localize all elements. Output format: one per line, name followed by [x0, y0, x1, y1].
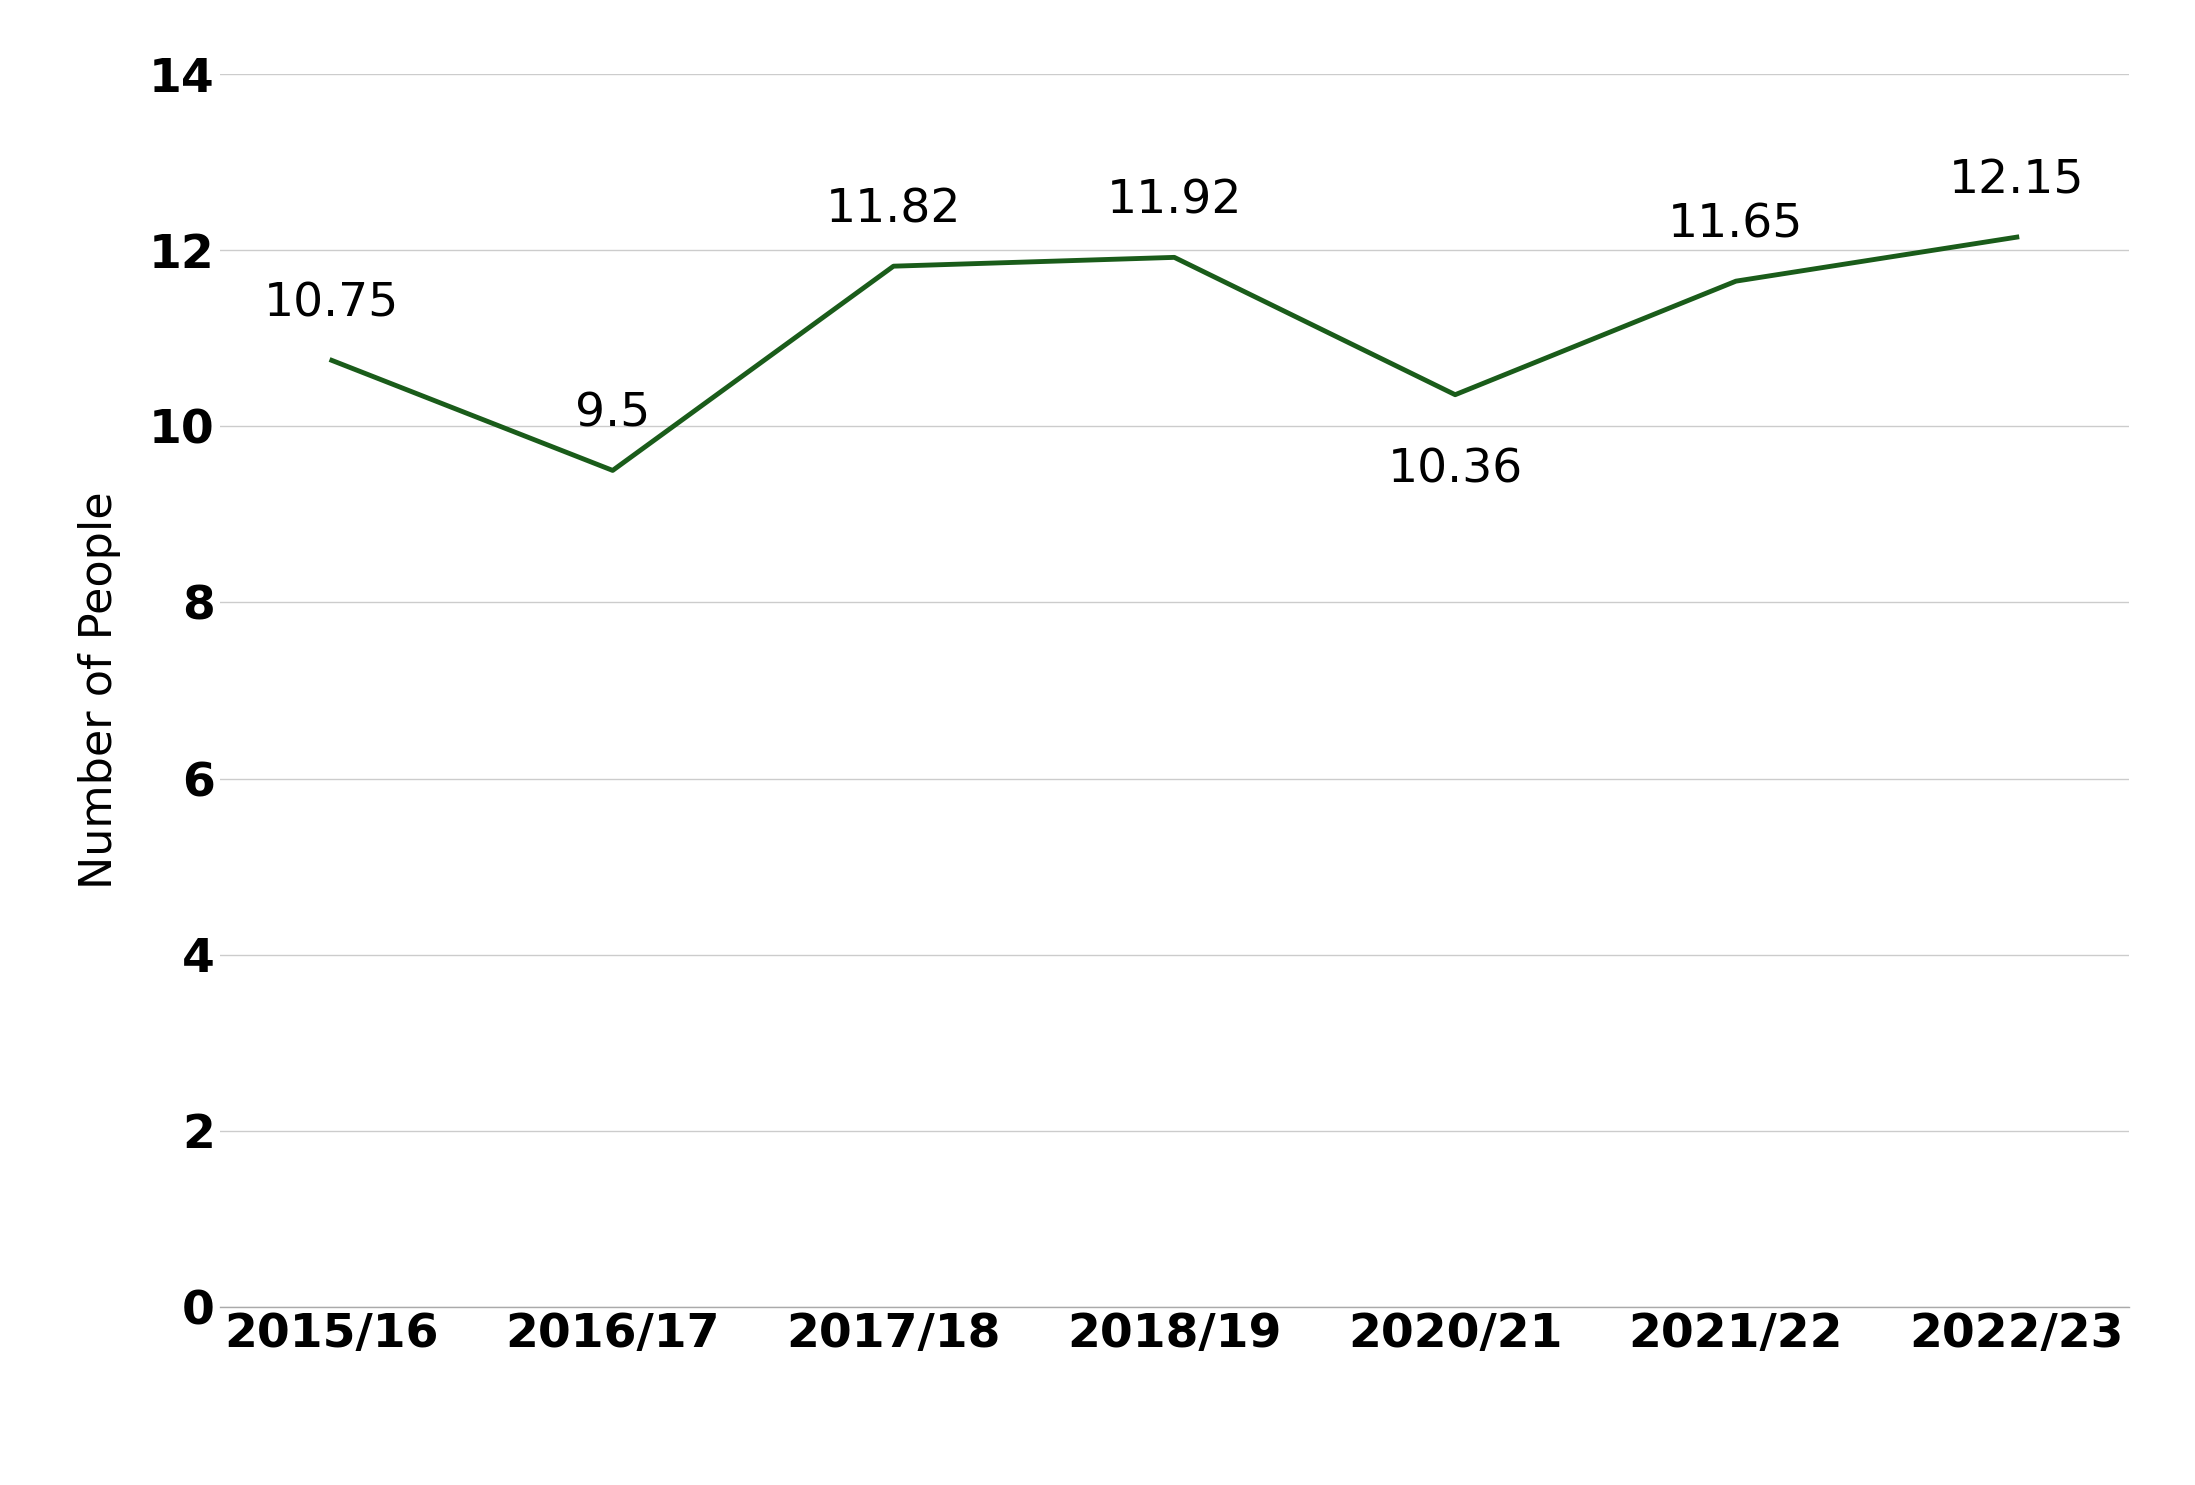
Text: 11.82: 11.82 [825, 187, 961, 233]
Text: 11.65: 11.65 [1668, 202, 1804, 248]
Text: 12.15: 12.15 [1949, 159, 2085, 203]
Text: 10.75: 10.75 [263, 282, 399, 327]
Y-axis label: Number of People: Number of People [79, 492, 121, 890]
Text: 11.92: 11.92 [1106, 178, 1242, 224]
Text: 10.36: 10.36 [1387, 447, 1523, 493]
Text: 9.5: 9.5 [575, 392, 650, 437]
